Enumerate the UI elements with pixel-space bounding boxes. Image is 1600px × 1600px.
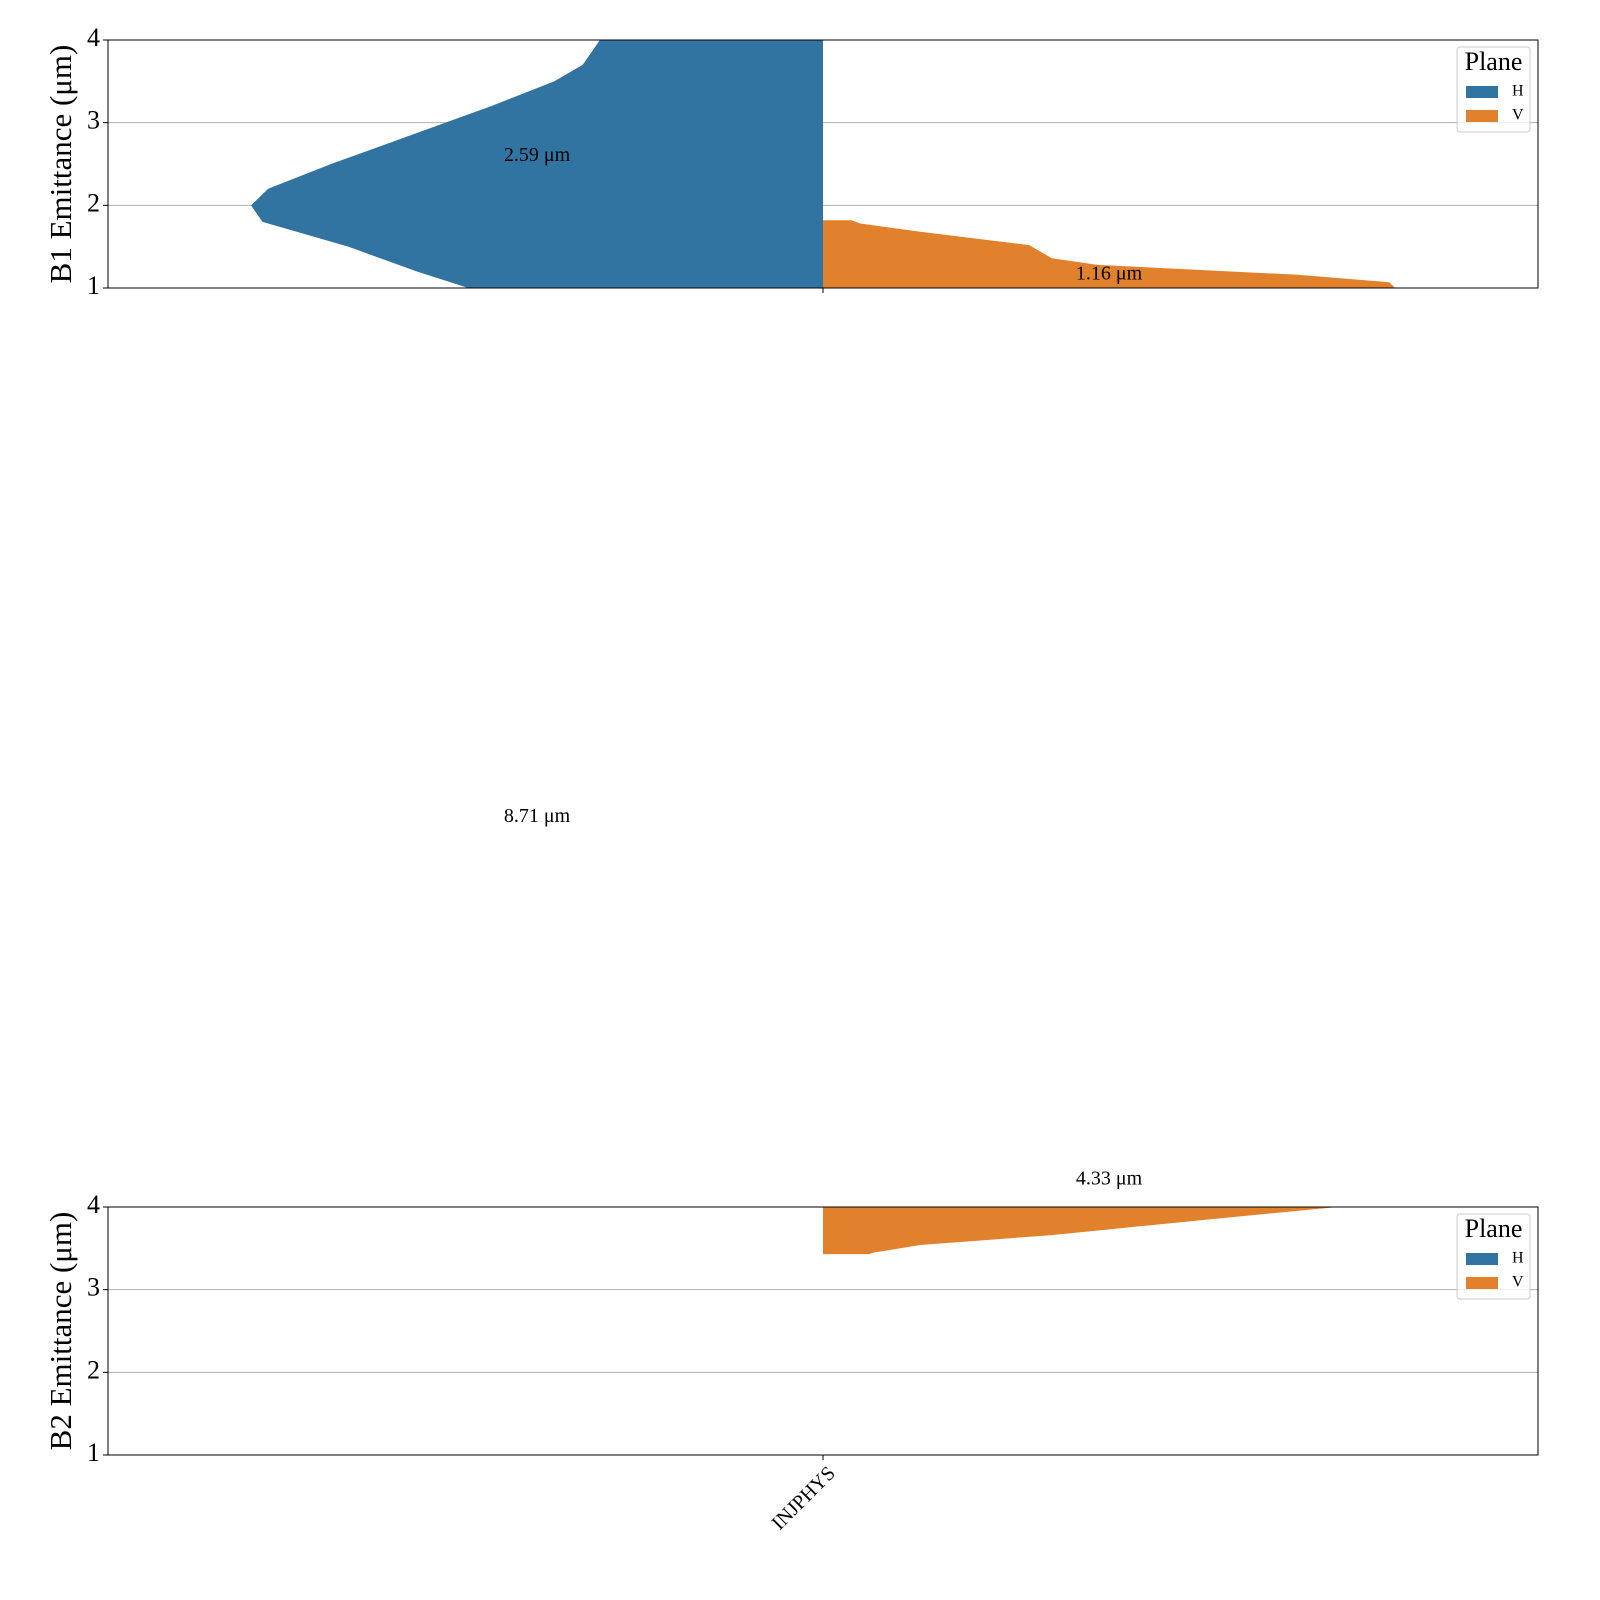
legend-title: Plane	[1465, 1214, 1523, 1243]
axes: 8.71 μm 4.33 μm INJPHYS 1 2 3 4 B2 Emittance (μ…	[43, 805, 1539, 1534]
violins	[251, 40, 1395, 288]
legend-label: H	[1512, 1250, 1524, 1267]
legend-swatch	[1466, 1277, 1498, 1289]
y-axis-label: B1 Emittance (μm)	[43, 45, 78, 284]
y-tick-label: 1	[87, 1438, 100, 1467]
median-label: 2.59 μm	[504, 144, 571, 166]
legend-swatch	[1466, 1253, 1498, 1265]
y-tick-label: 2	[87, 1355, 100, 1384]
median-label: 8.71 μm	[504, 805, 571, 827]
axes-frame	[107, 1206, 1539, 1456]
violin-half	[823, 220, 1395, 288]
legend-title: Plane	[1465, 47, 1523, 76]
legend-swatch	[1466, 86, 1498, 98]
median-label: 1.16 μm	[1076, 262, 1143, 284]
violin-half	[823, 1207, 1338, 1255]
y-axis-label: B2 Emittance (μm)	[43, 1212, 78, 1451]
legend-label: H	[1512, 83, 1524, 100]
x-tick-label: INJPHYS	[768, 1462, 840, 1534]
violins	[823, 1207, 1338, 1255]
y-tick-label: 2	[87, 188, 100, 217]
y-tick-label: 4	[87, 23, 100, 52]
axes: 2.59 μm 1.16 μm 1 2 3 4 B1 Emittance (μm) Plane…	[43, 23, 1539, 300]
violin-half	[251, 40, 823, 288]
y-tick-label: 4	[87, 1190, 100, 1219]
legend-swatch	[1466, 110, 1498, 122]
y-tick-label: 1	[87, 271, 100, 300]
legend-label: V	[1512, 1274, 1524, 1291]
axes-frame	[107, 39, 1539, 289]
y-tick-label: 3	[87, 106, 100, 135]
y-tick-label: 3	[87, 1273, 100, 1302]
median-label: 4.33 μm	[1076, 1167, 1143, 1189]
legend-label: V	[1512, 107, 1524, 124]
